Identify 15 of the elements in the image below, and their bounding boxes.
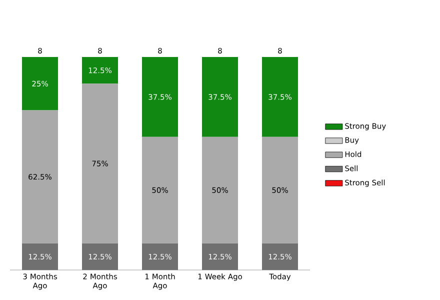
bar: [22, 110, 58, 244]
bar: [22, 57, 58, 110]
bar: [142, 136, 178, 244]
bar: [202, 136, 238, 244]
bar: [262, 57, 298, 137]
bar: [142, 57, 178, 137]
bar: [202, 57, 238, 137]
bar: [202, 243, 238, 270]
bar: [262, 136, 298, 244]
bar: [82, 57, 118, 84]
bar: [82, 243, 118, 270]
bar: [22, 243, 58, 270]
bar: [142, 243, 178, 270]
bar: [262, 243, 298, 270]
bar: [82, 84, 118, 244]
